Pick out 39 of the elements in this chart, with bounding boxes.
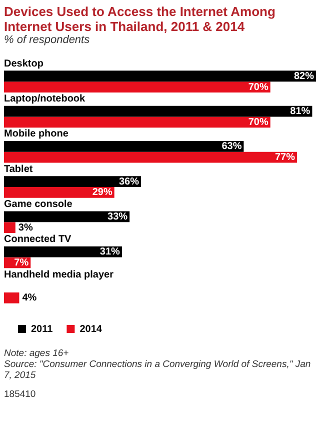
bar [4, 140, 244, 152]
chart-subtitle: % of respondents [4, 34, 91, 46]
bar [4, 187, 114, 198]
data-label: 36% [118, 176, 140, 188]
data-label: 4% [22, 292, 37, 304]
data-label: 70% [248, 82, 268, 93]
data-label: 70% [248, 116, 268, 128]
data-label: 3% [18, 222, 33, 234]
bar [4, 70, 316, 82]
bar [4, 292, 20, 304]
bar [4, 176, 141, 187]
bar [4, 82, 270, 92]
text: Note: ages 16+ [4, 348, 70, 359]
data-label: 33% [108, 211, 128, 222]
bar [4, 211, 130, 222]
data-label: 81% [290, 106, 310, 118]
data-label: 77% [274, 152, 296, 164]
text: 185410 [4, 389, 37, 400]
bar [4, 116, 270, 128]
y-tick-label: Handheld media player [4, 269, 114, 280]
legend-label: 2014 [80, 324, 102, 335]
data-label: 82% [294, 70, 314, 82]
bar [4, 246, 122, 258]
y-tick-label: Mobile phone [4, 128, 69, 140]
y-tick-label: Connected TV [4, 234, 72, 246]
data-label: 7% [14, 257, 29, 268]
y-tick-label: Desktop [4, 58, 44, 70]
data-label: 63% [222, 141, 242, 152]
bar [4, 106, 312, 117]
chart-title: Devices Used to Access the Internet Among Internet Users in Thailand, 2011 & 2014 [4, 4, 276, 34]
data-label: 31% [100, 246, 120, 258]
bar [4, 152, 297, 163]
y-tick-label: Laptop/notebook [4, 94, 86, 105]
y-tick-label: Tablet [4, 164, 34, 175]
legend-label: 2011 [31, 324, 54, 335]
data-label: 29% [92, 187, 112, 198]
y-tick-label: Game console [4, 199, 73, 210]
bar [4, 222, 16, 234]
source-note: Source: "Consumer Connections in a Converging World of Screens," Jan 7, 2015 [4, 359, 312, 381]
